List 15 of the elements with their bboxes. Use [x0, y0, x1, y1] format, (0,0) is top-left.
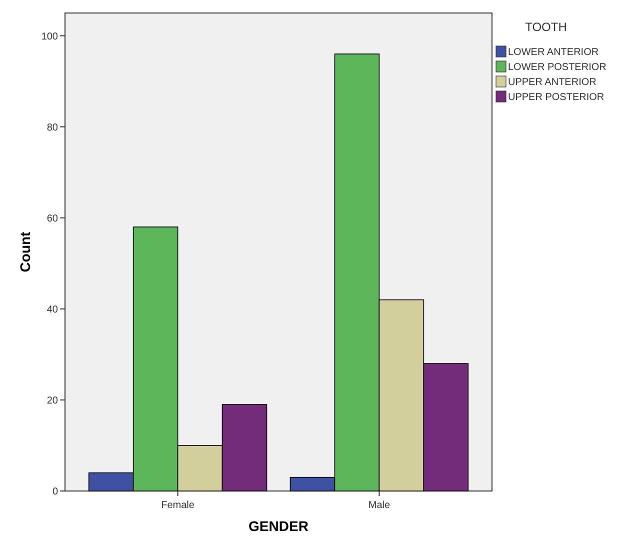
- y-tick-label: 60: [46, 213, 58, 224]
- y-tick-label: 100: [41, 31, 58, 42]
- legend-title: TOOTH: [525, 20, 567, 34]
- y-axis-title: Count: [17, 231, 33, 272]
- legend-label: UPPER ANTERIOR: [508, 77, 596, 88]
- y-tick-label: 0: [52, 486, 58, 498]
- y-tick-label: 80: [46, 122, 58, 134]
- x-axis-title: GENDER: [248, 518, 308, 534]
- legend-label: UPPER POSTERIOR: [508, 92, 604, 103]
- legend-label: LOWER POSTERIOR: [508, 62, 606, 73]
- x-tick-label: Female: [161, 500, 195, 511]
- y-tick-label: 20: [46, 395, 58, 406]
- y-tick-label: 40: [46, 304, 58, 316]
- x-tick-label: Male: [368, 500, 390, 511]
- legend-label: LOWER ANTERIOR: [508, 47, 599, 58]
